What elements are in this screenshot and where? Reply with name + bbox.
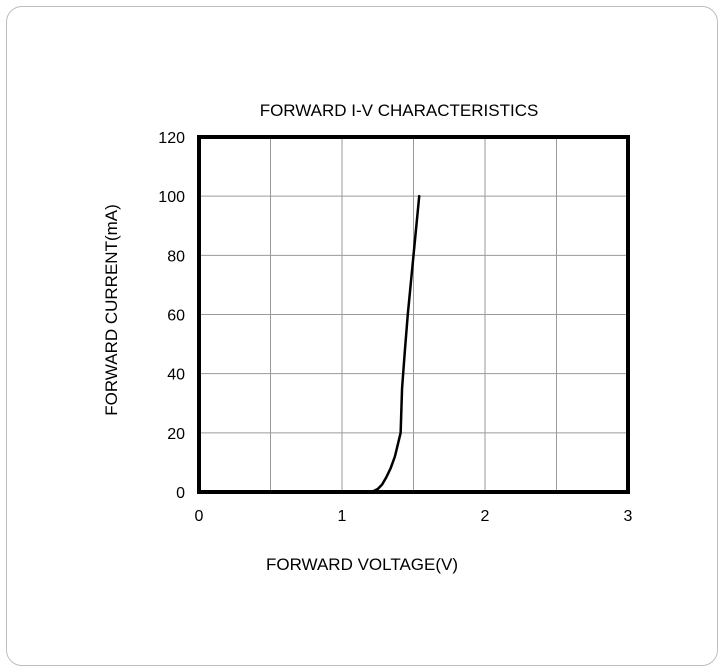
plot-area-border <box>197 135 630 494</box>
chart-frame <box>6 6 718 666</box>
chart-title: FORWARD I-V CHARACTERISTICS <box>260 101 539 120</box>
x-tick-label-2: 1 <box>338 508 347 525</box>
y-axis-title: FORWARD CURRENT(mA) <box>102 204 121 416</box>
grid-lines <box>199 137 628 492</box>
x-tick-label-4: 2 <box>481 508 490 525</box>
series-line-0 <box>366 194 421 494</box>
x-tick-label-6: 3 <box>624 508 633 525</box>
y-tick-label-2: 40 <box>167 367 185 384</box>
y-tick-label-0: 0 <box>176 485 185 502</box>
y-tick-label-3: 60 <box>167 308 185 325</box>
y-tick-label-1: 20 <box>167 426 185 443</box>
y-tick-labels: 0 20 40 60 80 100 120 <box>158 130 185 502</box>
y-tick-label-4: 80 <box>167 248 185 265</box>
y-tick-label-5: 100 <box>158 189 185 206</box>
y-tick-label-6: 120 <box>158 130 185 147</box>
x-axis-title: FORWARD VOLTAGE(V) <box>266 555 458 574</box>
series-layer <box>366 194 421 494</box>
x-tick-labels: 0 1 2 3 <box>195 508 633 525</box>
x-tick-label-0: 0 <box>195 508 204 525</box>
